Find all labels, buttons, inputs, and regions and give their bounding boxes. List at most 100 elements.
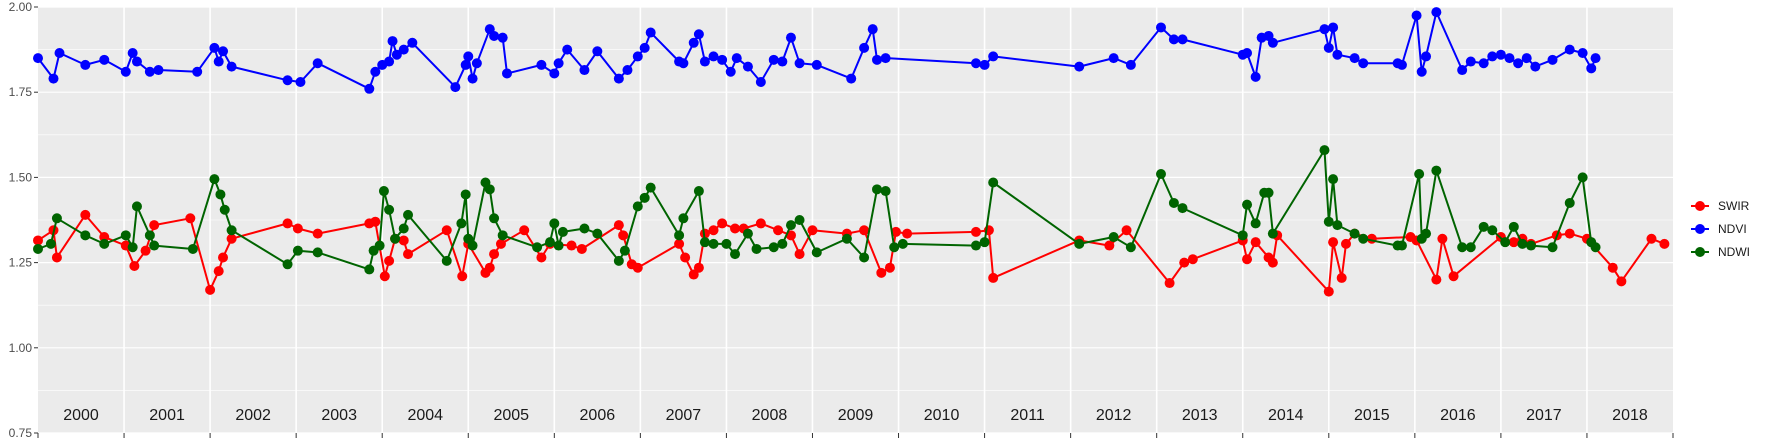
- ndvi-point: [1530, 61, 1541, 72]
- swir-point: [717, 218, 728, 229]
- ndwi-point: [80, 230, 91, 241]
- ndvi-point: [688, 37, 699, 48]
- ndvi-point: [497, 32, 508, 43]
- swir-point: [457, 271, 468, 282]
- swir-point: [1242, 254, 1253, 265]
- ndvi-point: [880, 53, 891, 64]
- ndwi-point: [811, 247, 822, 258]
- swir-point: [1328, 237, 1339, 248]
- ndvi-point: [1421, 51, 1432, 62]
- swir-point: [1187, 254, 1198, 265]
- ndwi-point: [484, 184, 495, 195]
- swir-point: [398, 235, 409, 246]
- ndwi-point: [1465, 242, 1476, 253]
- ndwi-point: [1349, 228, 1360, 239]
- swir-point: [370, 216, 381, 227]
- swir-point: [1616, 276, 1627, 287]
- ndvi-point: [549, 68, 560, 79]
- swir-point: [441, 225, 452, 236]
- year-label: 2008: [752, 407, 788, 424]
- minor-gridlines: [38, 49, 1673, 391]
- ndvi-point: [794, 58, 805, 69]
- y-tick-label: 0.75: [9, 426, 33, 440]
- ndwi-point: [1074, 238, 1085, 249]
- year-label: 2006: [580, 407, 616, 424]
- ndwi-point: [545, 237, 556, 248]
- legend-label: NDWI: [1718, 245, 1750, 259]
- swir-point: [495, 238, 506, 249]
- ndvi-point: [1411, 10, 1422, 21]
- series-ndvi: [33, 7, 1601, 94]
- ndvi-point: [1250, 71, 1261, 82]
- ndwi-point: [99, 238, 110, 249]
- ndwi-point: [613, 255, 624, 266]
- ndvi-point: [785, 32, 796, 43]
- ndwi-point: [859, 252, 870, 263]
- swir-point: [807, 225, 818, 236]
- swir-point: [632, 262, 643, 273]
- year-label: 2014: [1268, 407, 1304, 424]
- swir-point: [1323, 286, 1334, 297]
- ndvi-point: [391, 49, 402, 60]
- ndvi-point: [450, 82, 461, 93]
- ndwi-point: [131, 201, 142, 212]
- ndwi-point: [557, 226, 568, 237]
- swir-point: [970, 226, 981, 237]
- ndwi-point: [632, 201, 643, 212]
- ndvi-point: [579, 65, 590, 76]
- ndwi-point: [1168, 197, 1179, 208]
- ndvi-point: [501, 68, 512, 79]
- ndvi-point: [1323, 42, 1334, 53]
- ndwi-point: [889, 242, 900, 253]
- ndwi-point: [187, 243, 198, 254]
- ndvi-point: [144, 66, 155, 77]
- ndvi-point: [678, 58, 689, 69]
- year-label: 2010: [924, 407, 960, 424]
- ndwi-point: [120, 230, 131, 241]
- ndwi-point: [777, 238, 788, 249]
- ndvi-point: [717, 54, 728, 65]
- y-tick-label: 1.75: [9, 85, 33, 99]
- swir-point: [1341, 238, 1351, 249]
- swir-point: [1607, 262, 1618, 273]
- swir-point: [1267, 257, 1278, 268]
- swir-point: [384, 255, 395, 266]
- ndvi-point: [99, 54, 110, 65]
- ndwi-point: [730, 249, 741, 260]
- swir-point: [618, 230, 629, 241]
- ndvi-point: [407, 37, 418, 48]
- ndvi-point: [120, 66, 131, 77]
- swir-point: [902, 228, 913, 239]
- ndvi-point: [1168, 34, 1179, 45]
- ndwi-point: [144, 230, 155, 241]
- ndwi-point: [1478, 221, 1489, 232]
- year-label: 2016: [1440, 407, 1476, 424]
- swir-point: [1448, 271, 1459, 282]
- ndwi-point: [1500, 237, 1511, 248]
- ndwi-point: [1414, 168, 1425, 179]
- ndwi-point: [1564, 197, 1575, 208]
- ndwi-point: [678, 213, 689, 224]
- ndwi-point: [1177, 203, 1188, 214]
- swir-point: [80, 209, 91, 220]
- ndvi-point: [811, 59, 822, 70]
- ndvi-point: [1478, 58, 1489, 69]
- swir-point: [51, 252, 62, 263]
- legend-item-ndwi: NDWI: [1691, 245, 1750, 259]
- ndwi-point: [1508, 221, 1519, 232]
- ndvi-point: [1242, 48, 1253, 59]
- swir-point: [1179, 257, 1190, 268]
- ndvi-point: [33, 53, 43, 64]
- y-tick-label: 1.50: [9, 170, 33, 184]
- series-swir: [33, 209, 1670, 297]
- swir-point: [226, 233, 237, 244]
- ndvi-point: [1328, 22, 1339, 33]
- ndwi-point: [768, 242, 779, 253]
- ndvi-point: [192, 66, 203, 77]
- ndvi-point: [846, 73, 857, 84]
- ndvi-point: [1155, 22, 1166, 33]
- ndwi-point: [1421, 228, 1432, 239]
- ndvi-point: [131, 56, 142, 67]
